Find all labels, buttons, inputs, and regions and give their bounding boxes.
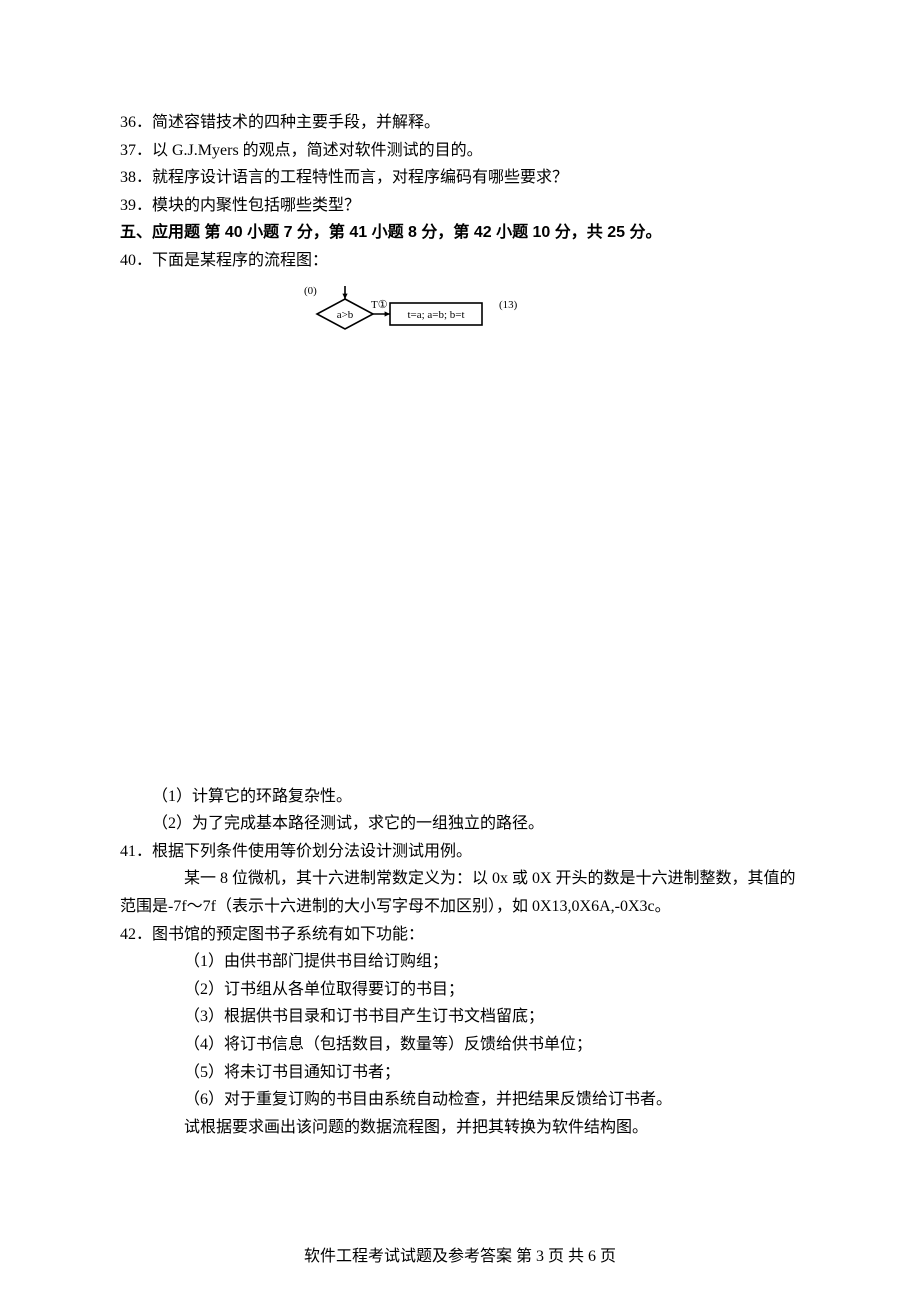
question-41: 41．根据下列条件使用等价划分法设计测试用例。 [120,839,800,865]
question-42-sub6: （6）对于重复订购的书目由系统自动检查，并把结果反馈给订书者。 [120,1087,800,1113]
svg-text:t=a; a=b; b=t: t=a; a=b; b=t [407,309,464,321]
question-42-sub2: （2）订书组从各单位取得要订的书目； [120,977,800,1003]
question-42-sub4: （4）将订书信息（包括数目，数量等）反馈给供书单位； [120,1032,800,1058]
question-41-body1: 某一 8 位微机，其十六进制常数定义为：以 0x 或 0X 开头的数是十六进制整… [120,866,800,892]
question-37: 37．以 G.J.Myers 的观点，简述对软件测试的目的。 [120,138,800,164]
svg-text:a>b: a>b [337,309,354,321]
question-40-sub2: （2）为了完成基本路径测试，求它的一组独立的路径。 [120,811,800,837]
question-42-sub5: （5）将未订书目通知订书者； [120,1060,800,1086]
question-38: 38．就程序设计语言的工程特性而言，对程序编码有哪些要求？ [120,165,800,191]
question-40-sub1: （1）计算它的环路复杂性。 [120,784,800,810]
question-36: 36．简述容错技术的四种主要手段，并解释。 [120,110,800,136]
page-footer: 软件工程考试试题及参考答案 第 3 页 共 6 页 [0,1242,920,1266]
question-39: 39．模块的内聚性包括哪些类型？ [120,193,800,219]
question-42-sub1: （1）由供书部门提供书目给订购组； [120,949,800,975]
flowchart-diagram: (0) a>b T① t=a; a=b; b=t (13) [280,278,540,778]
question-41-body2: 范围是-7f～7f（表示十六进制的大小写字母不加区别），如 0X13,0X6A,… [120,894,800,920]
svg-text:(0): (0) [304,285,317,297]
section-5-heading: 五、应用题 第 40 小题 7 分，第 41 小题 8 分，第 42 小题 10… [120,220,800,246]
question-40: 40．下面是某程序的流程图： [120,248,800,274]
svg-text:(13): (13) [499,299,518,311]
question-42-tail: 试根据要求画出该问题的数据流程图，并把其转换为软件结构图。 [120,1115,800,1141]
question-42-sub3: （3）根据供书目录和订书书目产生订书文档留底； [120,1004,800,1030]
question-42: 42．图书馆的预定图书子系统有如下功能： [120,922,800,948]
svg-text:T①: T① [371,299,388,311]
